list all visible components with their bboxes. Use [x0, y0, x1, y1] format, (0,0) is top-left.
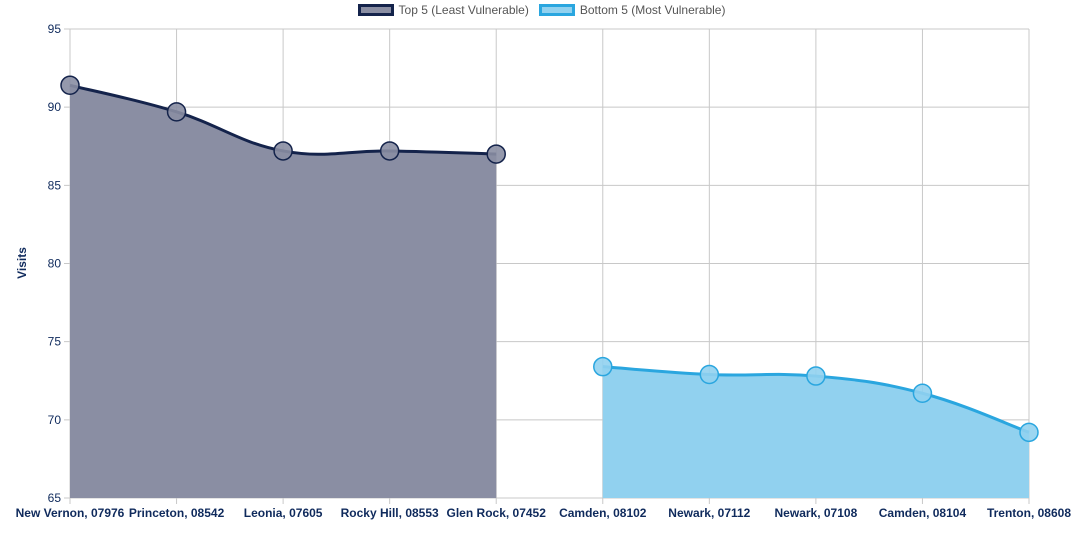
x-axis-ticks: New Vernon, 07976 Princeton, 08542 Leonia,… — [16, 506, 1072, 520]
y-tick-label: 80 — [48, 257, 62, 271]
x-tick-label: New Vernon, 07976 — [16, 506, 125, 520]
legend-label-top5: Top 5 (Least Vulnerable) — [398, 3, 529, 17]
series-areas — [70, 85, 1029, 498]
data-point — [593, 356, 613, 377]
legend-item-bottom5[interactable]: Bottom 5 (Most Vulnerable) — [538, 3, 726, 17]
series-area-0 — [70, 85, 497, 498]
x-tick-label: Trenton, 08608 — [987, 506, 1071, 520]
x-tick-label: Princeton, 08542 — [129, 506, 225, 520]
legend-label-bottom5: Bottom 5 (Most Vulnerable) — [579, 3, 726, 17]
x-tick-label: Newark, 07108 — [775, 506, 858, 520]
data-point — [1019, 422, 1039, 443]
x-tick-label: Camden, 08102 — [559, 506, 647, 520]
data-point — [379, 141, 400, 161]
y-tick-label: 90 — [48, 100, 62, 114]
legend-swatch-bottom5 — [538, 4, 575, 16]
y-tick-label: 70 — [48, 413, 62, 427]
x-tick-label: Rocky Hill, 08553 — [341, 506, 439, 520]
data-point — [166, 102, 187, 122]
x-tick-label: Camden, 08104 — [879, 506, 967, 520]
y-axis-label: Visits — [15, 247, 29, 279]
data-point — [273, 141, 293, 161]
x-tick-label: Glen Rock, 07452 — [447, 506, 547, 520]
data-points — [60, 75, 1039, 443]
y-tick-label: 75 — [48, 335, 62, 349]
data-point — [486, 144, 506, 164]
series-area-1 — [602, 366, 1029, 498]
legend-swatch-top5 — [357, 4, 394, 16]
y-tick-label: 95 — [48, 22, 62, 36]
data-point — [60, 75, 80, 96]
data-point — [912, 383, 933, 404]
legend-item-top5[interactable]: Top 5 (Least Vulnerable) — [357, 3, 529, 17]
y-axis-ticks: 65 70 75 80 85 90 95 — [48, 22, 62, 505]
legend: Top 5 (Least Vulnerable) Bottom 5 (Most … — [0, 3, 1083, 17]
y-tick-label: 65 — [48, 491, 62, 505]
data-point — [806, 366, 826, 386]
y-tick-label: 85 — [48, 178, 62, 192]
x-tick-label: Leonia, 07605 — [244, 506, 323, 520]
x-tick-label: Newark, 07112 — [668, 506, 750, 520]
data-point — [699, 364, 720, 385]
